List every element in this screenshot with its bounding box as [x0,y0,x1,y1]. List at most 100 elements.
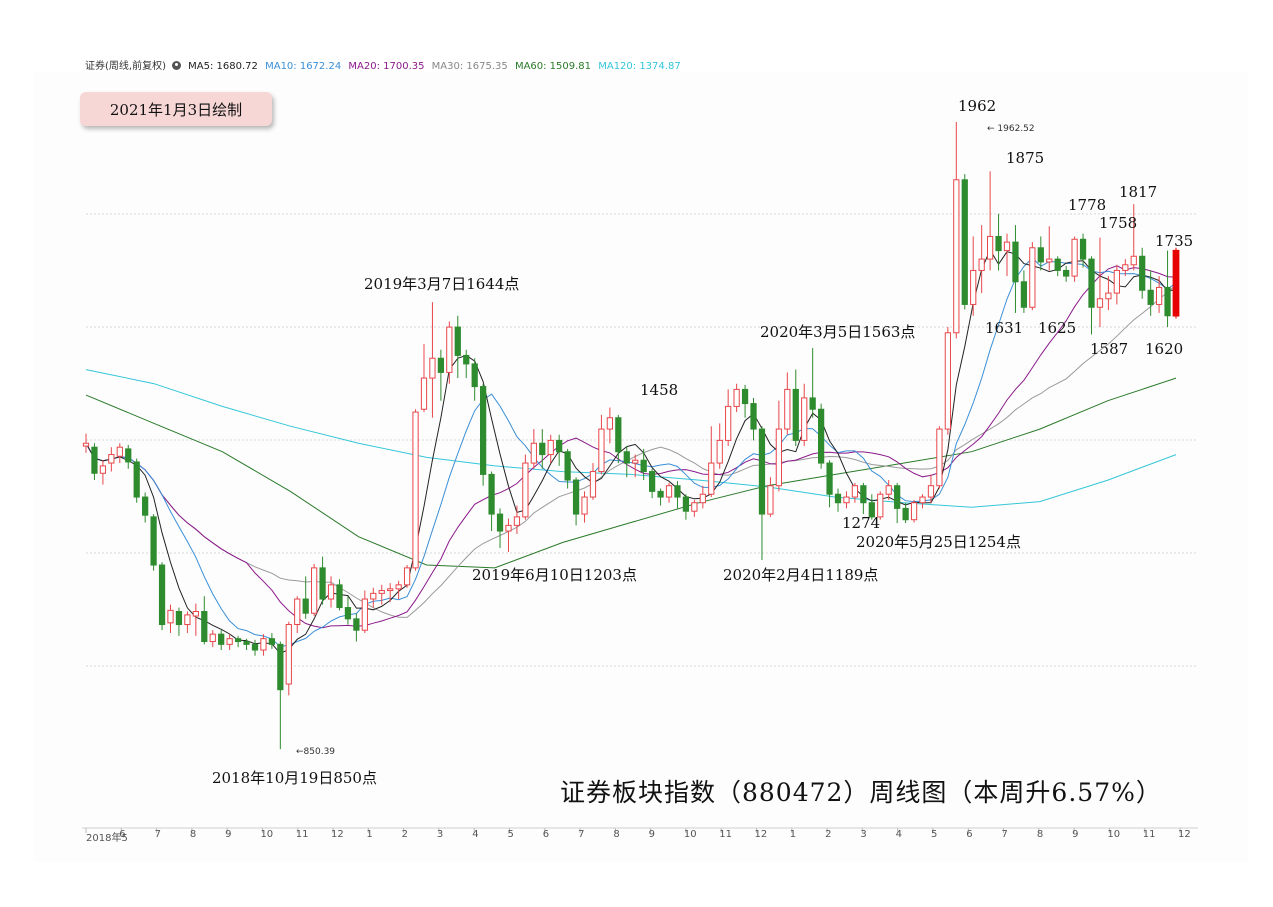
candle-body [353,618,360,631]
annotation-low-1625: 1625 [1038,319,1077,337]
annotation-high-2020-march: 2020年3月5日1563点 [760,323,916,341]
candle-body [691,502,698,512]
candle-body [699,493,706,504]
candle-body [784,388,791,430]
candle-body [488,473,495,515]
candle-body [158,564,166,626]
candle-body [961,179,968,305]
annotation-low-2018: 2018年10月19日850点 [212,769,377,787]
annotation-low-1587: 1587 [1090,340,1129,358]
month-tick-label: 6 [119,829,126,840]
month-tick-label: 1 [366,829,373,840]
ma20-line [85,265,1177,629]
candle-body [142,496,149,516]
annotation-low-2020-feb: 2020年2月4日1189点 [723,566,879,584]
candle-body [395,584,402,590]
candle-body [674,485,681,498]
ma30-line [85,284,1177,618]
candle-body [302,598,309,614]
candle-body [581,496,588,515]
candle-body [733,388,740,407]
candle-body [589,471,597,498]
candle-body [311,567,318,614]
ma60-line [85,377,1177,569]
candle-body [175,610,183,626]
candle-body [1088,258,1095,308]
month-tick-label: 12 [331,829,344,840]
candle-body [530,442,537,464]
candle-body [505,524,512,532]
candle-body [387,588,394,592]
month-tick-label: 10 [260,829,274,840]
plot-background [33,72,1248,862]
annotation-high-1758: 1758 [1099,214,1138,232]
candle-body [1147,289,1154,305]
candle-body [1037,247,1044,263]
month-tick-label: 9 [225,829,232,840]
candle-body [902,507,909,521]
candle-body [463,354,470,365]
candle-body [767,485,774,515]
month-tick-label: 10 [683,829,697,840]
candle-body [184,614,191,626]
candle-body [327,584,335,600]
eye-icon[interactable] [171,61,181,70]
annotation-low-1620: 1620 [1145,340,1184,358]
chart-title: 证券板块指数（880472）周线图（本周升6.57%） [560,778,1162,807]
candle-body [649,471,656,492]
ma5-line [85,248,1177,655]
candle-body [877,493,884,518]
month-tick-label: 7 [154,829,161,840]
month-tick-label: 3 [860,829,867,840]
candle-body [1020,281,1028,308]
candle-body [108,454,115,464]
candle-body [843,496,850,504]
annotation-low-1274: 1274 [842,514,881,532]
month-tick-label: 4 [472,829,479,840]
candle-body [1105,292,1112,300]
ma10-line [85,257,1177,648]
candle-body [378,590,385,594]
candle-body [894,485,901,509]
candle-body [944,332,951,430]
annotation-high-1962: 1962 [958,97,997,115]
candle-body [657,490,664,498]
month-tick-label: 11 [295,829,309,840]
candle-body [412,411,419,569]
legend-ma20: MA20: 1700.35 [348,61,425,72]
candle-body [1122,264,1129,271]
month-tick-label: 9 [648,829,656,840]
candle-body [936,428,943,487]
candle-body [725,405,732,441]
candle-body [1096,298,1104,308]
candle-body [522,462,529,518]
candle-body [454,326,461,356]
month-tick-label: 6 [542,829,550,840]
candle-body [1071,238,1078,277]
month-tick-label: 1 [789,829,797,840]
legend-ma30: MA30: 1675.35 [431,61,508,72]
candle-body [420,377,428,410]
candle-body [801,397,808,441]
legend-ma120: MA120: 1374.87 [598,61,681,72]
month-tick-label: 8 [1036,829,1044,840]
candle-body [623,451,630,464]
month-tick-label: 6 [966,829,973,840]
candle-body [978,258,985,271]
annotation-high-1458: 1458 [640,381,679,399]
month-tick-label: 5 [507,829,514,840]
candle-body [91,446,98,474]
month-tick-label: 11 [719,829,732,840]
candle-body [919,496,926,504]
candle-body [218,633,225,645]
candle-body [370,592,377,600]
candle-body [1155,286,1163,305]
ma-legend: 证券(周线,前复权) MA5: 1680.72 MA10: 1672.24 MA… [85,57,685,72]
candle-body [243,641,250,645]
candle-body [437,357,445,373]
candle-body [970,269,977,305]
candle-body [429,357,436,379]
candle-body [99,465,107,474]
